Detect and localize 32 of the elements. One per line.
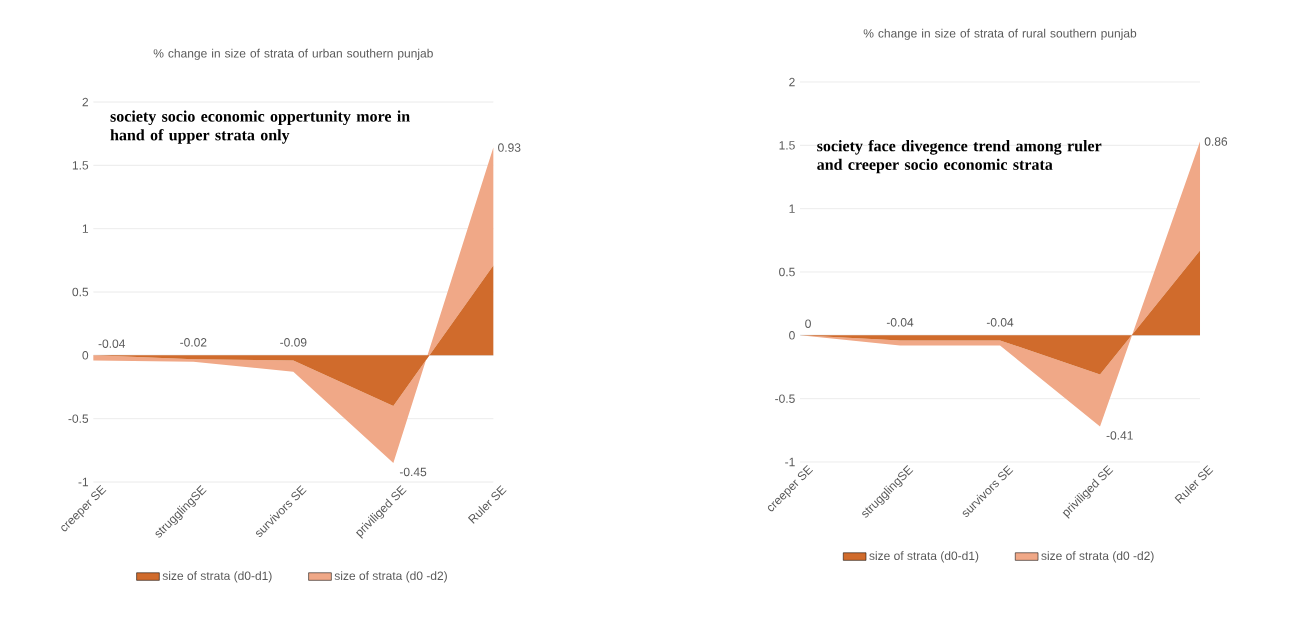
- y-tick-label: 2: [82, 97, 89, 107]
- y-tick-label: 0: [789, 331, 795, 340]
- legend-label: size of strata (d0 -d2): [334, 571, 447, 583]
- data-label: -0.04: [986, 318, 1014, 327]
- chart-title: % change in size of strata of rural southern punjab: [863, 28, 1137, 40]
- chart-title: % change in size of strata of urban southern punjab: [153, 48, 433, 60]
- data-label: -0.02: [180, 338, 207, 347]
- y-tick-label: -0.5: [775, 394, 795, 403]
- y-tick-label: 0.5: [779, 267, 795, 277]
- legend-label: size of strata (d0-d1): [162, 571, 272, 583]
- y-tick-label: 0: [82, 351, 89, 360]
- annotation: society socio economic oppertunity more in hand of upper strata only: [110, 110, 410, 144]
- y-tick-label: -1: [785, 457, 795, 467]
- y-tick-label: 1: [789, 204, 795, 213]
- data-label: 0.86: [1204, 137, 1228, 146]
- y-tick-label: 1.5: [779, 141, 795, 150]
- data-label: -0.04: [886, 318, 914, 327]
- y-tick-label: 0.5: [72, 287, 89, 297]
- legend-label: size of strata (d0-d1): [869, 551, 979, 563]
- annotation: society face divegence trend among ruler and creeper socio economic strata: [817, 139, 1102, 174]
- y-tick-label: 1: [82, 224, 89, 233]
- y-tick-label: 2: [789, 77, 795, 87]
- data-label: -0.45: [399, 467, 427, 477]
- data-label: -0.09: [280, 338, 307, 347]
- data-label: 0.93: [498, 143, 521, 152]
- data-label: -0.41: [1106, 431, 1133, 440]
- data-label: 0: [805, 319, 811, 328]
- y-tick-label: -0.5: [68, 414, 89, 423]
- data-label: -0.04: [98, 339, 126, 348]
- y-tick-label: -1: [78, 477, 89, 487]
- y-tick-label: 1.5: [72, 161, 89, 170]
- legend-label: size of strata (d0 -d2): [1041, 551, 1154, 563]
